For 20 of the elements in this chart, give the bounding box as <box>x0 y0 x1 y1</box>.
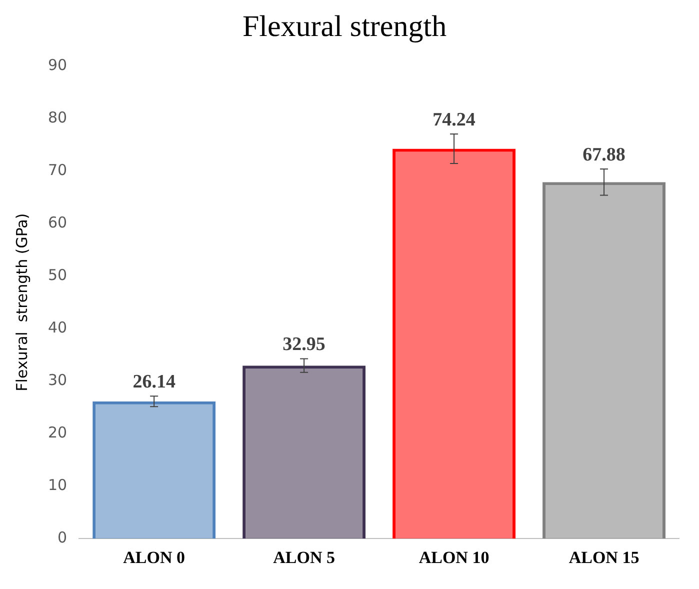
y-tick-label: 50 <box>48 266 68 284</box>
y-axis-title: Flexural strength (GPa) <box>12 213 31 392</box>
x-tick-label: ALON 5 <box>273 548 335 568</box>
y-tick-label: 20 <box>48 423 68 442</box>
data-label: 67.88 <box>582 144 626 166</box>
y-tick-label: 30 <box>48 370 68 389</box>
x-tick-label: ALON 15 <box>568 548 640 568</box>
y-tick-label: 60 <box>48 213 68 232</box>
data-label: 26.14 <box>132 371 176 392</box>
y-tick-label: 90 <box>48 56 68 74</box>
y-tick-label: 40 <box>48 318 68 336</box>
y-tick-label: 70 <box>48 160 68 179</box>
chart-title: Flexural strength <box>242 10 447 43</box>
y-tick-label: 10 <box>48 476 68 494</box>
x-tick-label: ALON 0 <box>123 548 186 568</box>
x-tick-label: ALON 10 <box>418 548 490 568</box>
y-tick-label: 80 <box>48 108 68 126</box>
data-label: 32.95 <box>282 334 326 356</box>
data-label: 74.24 <box>432 109 476 130</box>
y-tick-label: 0 <box>58 528 68 546</box>
